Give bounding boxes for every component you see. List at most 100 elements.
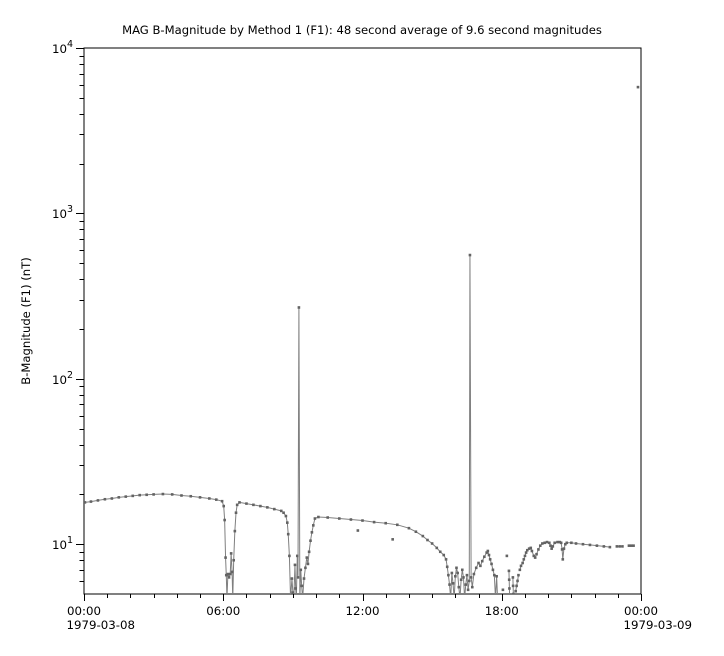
data-point [295, 554, 299, 558]
data-point [627, 544, 631, 547]
data-point [537, 548, 540, 551]
data-point [124, 495, 128, 498]
data-point [299, 568, 303, 572]
data-point [288, 554, 291, 558]
data-point [529, 546, 533, 550]
data-point [430, 542, 434, 545]
data-point [595, 544, 599, 547]
data-point [223, 518, 226, 522]
data-point [294, 587, 297, 590]
data-point [226, 572, 230, 576]
data-point [523, 554, 527, 558]
data-point [238, 501, 241, 504]
data-point [84, 501, 87, 504]
data-point [508, 587, 511, 590]
data-point [229, 552, 233, 555]
data-point [286, 532, 290, 536]
data-point [450, 571, 454, 575]
data-line-segment [508, 570, 511, 594]
data-point [438, 550, 442, 554]
data-point [245, 502, 248, 505]
plot-title: MAG B-Magnitude by Method 1 (F1): 48 sec… [122, 23, 602, 37]
data-point [558, 540, 562, 544]
data-line-segment [512, 577, 514, 594]
data-point [290, 577, 294, 580]
data-point [629, 544, 633, 547]
data-point [461, 568, 464, 572]
data-point [636, 85, 640, 89]
data-point [222, 504, 226, 508]
data-point [296, 576, 300, 579]
y-tick-label: 103 [52, 204, 73, 221]
data-point [467, 579, 471, 583]
data-point [459, 578, 463, 582]
data-point [447, 573, 450, 577]
data-point [466, 588, 470, 592]
data-point [306, 562, 310, 566]
data-point [252, 503, 255, 507]
data-point [442, 553, 446, 557]
data-point [533, 556, 537, 559]
data-point [602, 545, 606, 548]
data-point [588, 543, 592, 547]
data-point [462, 576, 465, 579]
data-point [548, 541, 551, 545]
data-point [110, 497, 114, 500]
data-point [444, 558, 448, 561]
data-point [501, 588, 505, 592]
data-point [266, 506, 269, 509]
data-point [445, 565, 449, 569]
data-point [230, 570, 234, 574]
data-point [491, 568, 495, 572]
data-point [457, 585, 461, 589]
data-point [282, 511, 285, 515]
data-point [384, 521, 388, 525]
data-point [309, 539, 312, 542]
data-point [232, 558, 235, 562]
data-point [486, 549, 490, 553]
data-point [293, 563, 297, 567]
data-point [307, 550, 311, 554]
data-point [507, 578, 511, 582]
data-point [259, 504, 262, 508]
y-tick-label: 102 [52, 370, 73, 387]
data-point [561, 558, 565, 561]
data-point [414, 530, 418, 534]
data-point [560, 548, 564, 551]
data-point [535, 552, 538, 556]
data-point [574, 542, 578, 545]
data-point [426, 538, 429, 542]
data-point [470, 585, 474, 589]
x-tick-label: 06:00 [206, 604, 240, 618]
data-point [448, 583, 451, 586]
data-point [477, 561, 480, 565]
data-point [465, 573, 469, 577]
data-point [485, 551, 488, 554]
data-point [472, 572, 476, 576]
data-point [356, 529, 360, 532]
data-point [337, 517, 341, 520]
x-date-label: 1979-03-08 [67, 618, 136, 632]
data-point [483, 555, 486, 559]
data-point [234, 511, 238, 515]
data-point [228, 572, 232, 576]
data-point [372, 520, 376, 524]
data-series [84, 85, 640, 594]
data-point [161, 492, 165, 496]
data-point [198, 496, 202, 499]
data-line-segment [515, 575, 519, 592]
data-point [451, 582, 455, 585]
data-point [214, 498, 218, 501]
data-point [235, 503, 239, 507]
data-point [227, 576, 231, 579]
data-point [468, 253, 472, 257]
data-point [505, 554, 509, 558]
data-point [313, 517, 317, 520]
data-point [117, 496, 121, 499]
data-point [317, 515, 320, 519]
data-point [474, 566, 478, 570]
data-point [507, 569, 511, 573]
data-point [89, 500, 93, 503]
data-point [349, 518, 353, 521]
